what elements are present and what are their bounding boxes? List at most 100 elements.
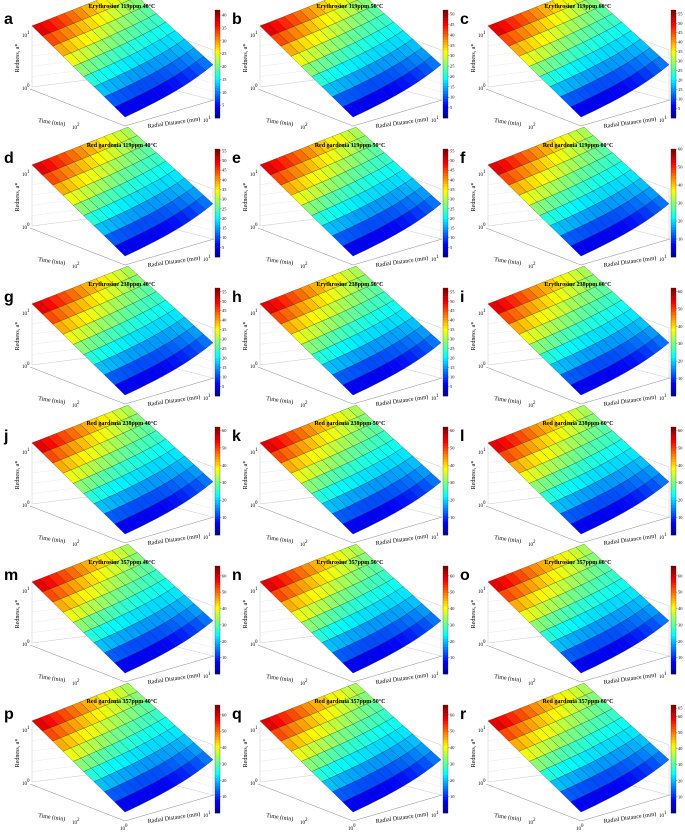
colorbar-segment bbox=[671, 328, 676, 332]
colorbar-segment bbox=[671, 590, 676, 594]
axis-box-edges bbox=[29, 783, 215, 822]
x-axis-label: Radial Distance (mm) bbox=[147, 811, 200, 825]
colorbar-segment bbox=[671, 211, 676, 215]
colorbar-segment bbox=[443, 660, 448, 664]
colorbar-segment bbox=[443, 28, 448, 32]
colorbar-tick-label: 10 bbox=[450, 794, 455, 799]
colorbar-segment bbox=[443, 810, 448, 814]
colorbar-segment bbox=[443, 382, 448, 386]
panel-p: p Red gardenia 357ppm 40°C Redness, a* 10 1 1… bbox=[0, 682, 228, 834]
z-tick-exponent: 1 bbox=[27, 31, 30, 36]
colorbar-segment bbox=[671, 393, 676, 397]
colorbar-segment bbox=[671, 524, 676, 528]
colorbar-segment bbox=[443, 387, 448, 391]
colorbar-segment bbox=[671, 737, 676, 741]
colorbar-segment bbox=[215, 622, 220, 626]
colorbar-segment bbox=[443, 320, 448, 324]
radial-tick-label: 10 bbox=[659, 397, 665, 402]
colorbar-tick-label: 20 bbox=[222, 639, 227, 644]
colorbar-segment bbox=[215, 251, 220, 255]
colorbar-segment bbox=[443, 622, 448, 626]
colorbar-tick-label: 50 bbox=[678, 165, 683, 170]
colorbar-segment bbox=[443, 516, 448, 520]
colorbar-segment bbox=[443, 96, 448, 100]
colorbar-tick-label: 40 bbox=[450, 32, 455, 37]
colorbar-segment bbox=[671, 486, 676, 490]
colorbar-segment bbox=[215, 325, 220, 329]
colorbar-segment bbox=[671, 448, 676, 452]
colorbar-segment bbox=[443, 772, 448, 776]
colorbar-segment bbox=[443, 710, 448, 714]
colorbar-segment bbox=[443, 576, 448, 580]
colorbar-segment bbox=[671, 432, 676, 436]
colorbar-segment bbox=[443, 609, 448, 613]
colorbar-segment bbox=[671, 200, 676, 204]
colorbar-segment bbox=[215, 211, 220, 215]
z-tick-label: 10 bbox=[250, 590, 256, 595]
surface-mesh bbox=[487, 543, 670, 674]
radial-tick-exponent: 1 bbox=[664, 116, 667, 121]
colorbar-segment bbox=[671, 208, 676, 212]
colorbar-segment bbox=[443, 10, 448, 13]
colorbar-segment bbox=[215, 248, 220, 252]
colorbar-segment bbox=[215, 50, 220, 54]
colorbar-tick-label: 30 bbox=[678, 622, 683, 627]
z-tick-label: 10 bbox=[22, 87, 28, 92]
colorbar-segment bbox=[215, 315, 220, 318]
colorbar-segment bbox=[443, 248, 448, 252]
colorbar-segment bbox=[215, 524, 220, 528]
colorbar-segment bbox=[443, 464, 448, 468]
colorbar-tick-label: 35 bbox=[222, 327, 227, 332]
colorbar-segment bbox=[215, 192, 220, 196]
panel-n: n Erythrosine 357ppm 50°C Redness, a* 10 1 10… bbox=[228, 543, 456, 695]
colorbar-tick-label: 40 bbox=[678, 40, 683, 45]
z-tick-label: 10 bbox=[250, 34, 256, 39]
colorbar-segment bbox=[671, 472, 676, 476]
colorbar-segment bbox=[215, 499, 220, 503]
colorbar-segment bbox=[215, 159, 220, 163]
time-tick-exponent: 2 bbox=[305, 401, 308, 406]
colorbar-tick-label: 60 bbox=[222, 712, 227, 717]
chart-title: Red gardenia 238ppm 50°C bbox=[315, 420, 386, 427]
colorbar-segment bbox=[443, 296, 448, 300]
radial-tick-exponent: 1 bbox=[208, 394, 211, 399]
colorbar-tick-label: 40 bbox=[678, 746, 683, 751]
colorbar-segment bbox=[443, 58, 448, 62]
z-tick-exponent: 0 bbox=[255, 84, 258, 89]
colorbar-segment bbox=[671, 633, 676, 637]
colorbar-segment bbox=[215, 788, 220, 792]
colorbar-segment bbox=[215, 576, 220, 580]
x-axis-label: Radial Distance (mm) bbox=[147, 255, 200, 269]
colorbar-segment bbox=[215, 203, 220, 206]
z-tick-exponent: 1 bbox=[27, 170, 30, 175]
colorbar-segment bbox=[671, 510, 676, 514]
colorbar-tick-label: 5 bbox=[450, 105, 453, 110]
colorbar-segment bbox=[671, 28, 676, 32]
z-axis-label: Redness, a* bbox=[15, 600, 21, 629]
colorbar-segment bbox=[671, 58, 676, 62]
colorbar-tick-label: 45 bbox=[222, 168, 227, 173]
chart-title: Erythrosine 238ppm 40°C bbox=[89, 281, 156, 288]
colorbar-segment bbox=[671, 165, 676, 169]
colorbar-segment bbox=[671, 611, 676, 615]
radial-tick-exponent: 1 bbox=[436, 811, 439, 816]
colorbar-segment bbox=[671, 333, 676, 337]
colorbar-segment bbox=[443, 66, 448, 70]
colorbar-segment bbox=[443, 336, 448, 340]
panel-letter: m bbox=[4, 567, 18, 584]
colorbar-segment bbox=[215, 593, 220, 596]
colorbar-segment bbox=[215, 451, 220, 455]
colorbar-segment bbox=[671, 657, 676, 661]
colorbar-segment bbox=[671, 203, 676, 206]
colorbar-tick-label: 50 bbox=[450, 590, 455, 595]
colorbar-segment bbox=[671, 186, 676, 190]
colorbar-segment bbox=[215, 772, 220, 776]
colorbar-segment bbox=[671, 382, 676, 386]
colorbar-segment bbox=[671, 336, 676, 340]
colorbar-segment bbox=[443, 603, 448, 607]
colorbar-segment bbox=[443, 652, 448, 656]
z-tick-exponent: 1 bbox=[27, 726, 30, 731]
time-tick-exponent: 2 bbox=[533, 401, 536, 406]
